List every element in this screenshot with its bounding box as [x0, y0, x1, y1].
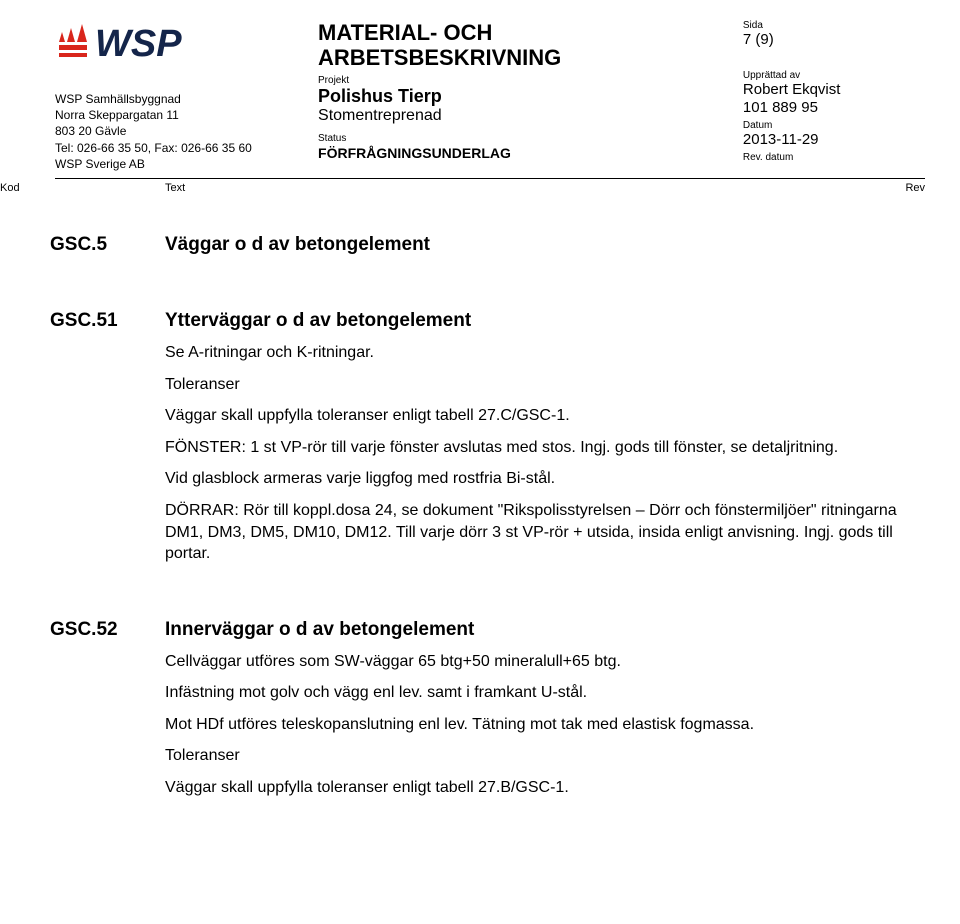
wsp-logo: WSP [55, 20, 308, 83]
section-heading: Ytterväggar o d av betongelement [165, 310, 925, 332]
section-gsc5: GSC.5 Väggar o d av betongelement [55, 234, 925, 266]
section-gsc52: GSC.52 Innerväggar o d av betongelement … [55, 619, 925, 809]
company-line: WSP Sverige AB [55, 156, 308, 172]
paragraph: DÖRRAR: Rör till koppl.dosa 24, se dokum… [165, 500, 925, 565]
datum-label: Datum [743, 120, 925, 131]
paragraph: FÖNSTER: 1 st VP-rör till varje fönster … [165, 437, 925, 459]
author-number: 101 889 95 [743, 99, 925, 117]
document-body: GSC.5 Väggar o d av betongelement GSC.51… [55, 234, 925, 809]
project-sub: Stomentreprenad [318, 107, 733, 125]
projekt-label: Projekt [318, 75, 733, 86]
kod-header: Kod [0, 182, 55, 194]
company-info: WSP Samhällsbyggnad Norra Skeppargatan 1… [55, 91, 308, 172]
paragraph: Toleranser [165, 745, 925, 767]
paragraph: Toleranser [165, 374, 925, 396]
project-name: Polishus Tierp [318, 87, 733, 107]
paragraph: Infästning mot golv och vägg enl lev. sa… [165, 682, 925, 704]
section-gsc51: GSC.51 Ytterväggar o d av betongelement … [55, 310, 925, 575]
sida-value: 7 (9) [743, 31, 925, 49]
section-code: GSC.51 [50, 310, 165, 575]
sida-label: Sida [743, 20, 925, 31]
section-code: GSC.5 [50, 234, 165, 266]
upprattad-label: Upprättad av [743, 70, 925, 81]
rev-header: Rev [885, 182, 925, 194]
text-header: Text [55, 182, 885, 194]
paragraph: Mot HDf utföres teleskopanslutning enl l… [165, 714, 925, 736]
status-value: FÖRFRÅGNINGSUNDERLAG [318, 145, 733, 161]
paragraph: Se A-ritningar och K-ritningar. [165, 342, 925, 364]
section-heading: Väggar o d av betongelement [165, 234, 925, 256]
status-label: Status [318, 133, 733, 144]
company-line: WSP Samhällsbyggnad [55, 91, 308, 107]
paragraph: Väggar skall uppfylla toleranser enligt … [165, 777, 925, 799]
company-line: Tel: 026-66 35 50, Fax: 026-66 35 60 [55, 140, 308, 156]
author-name: Robert Ekqvist [743, 81, 925, 99]
datum-value: 2013-11-29 [743, 131, 925, 149]
revdatum-label: Rev. datum [743, 152, 925, 163]
document-title: MATERIAL- OCH ARBETSBESKRIVNING [318, 20, 733, 71]
company-line: 803 20 Gävle [55, 123, 308, 139]
section-code: GSC.52 [50, 619, 165, 809]
paragraph: Cellväggar utföres som SW-väggar 65 btg+… [165, 651, 925, 673]
column-headers-row: Kod Text Rev [55, 178, 925, 194]
section-heading: Innerväggar o d av betongelement [165, 619, 925, 641]
document-header: WSP WSP Samhällsbyggnad Norra Skeppargat… [55, 20, 925, 172]
svg-text:WSP: WSP [95, 23, 182, 65]
paragraph: Väggar skall uppfylla toleranser enligt … [165, 405, 925, 427]
company-line: Norra Skeppargatan 11 [55, 107, 308, 123]
paragraph: Vid glasblock armeras varje liggfog med … [165, 468, 925, 490]
